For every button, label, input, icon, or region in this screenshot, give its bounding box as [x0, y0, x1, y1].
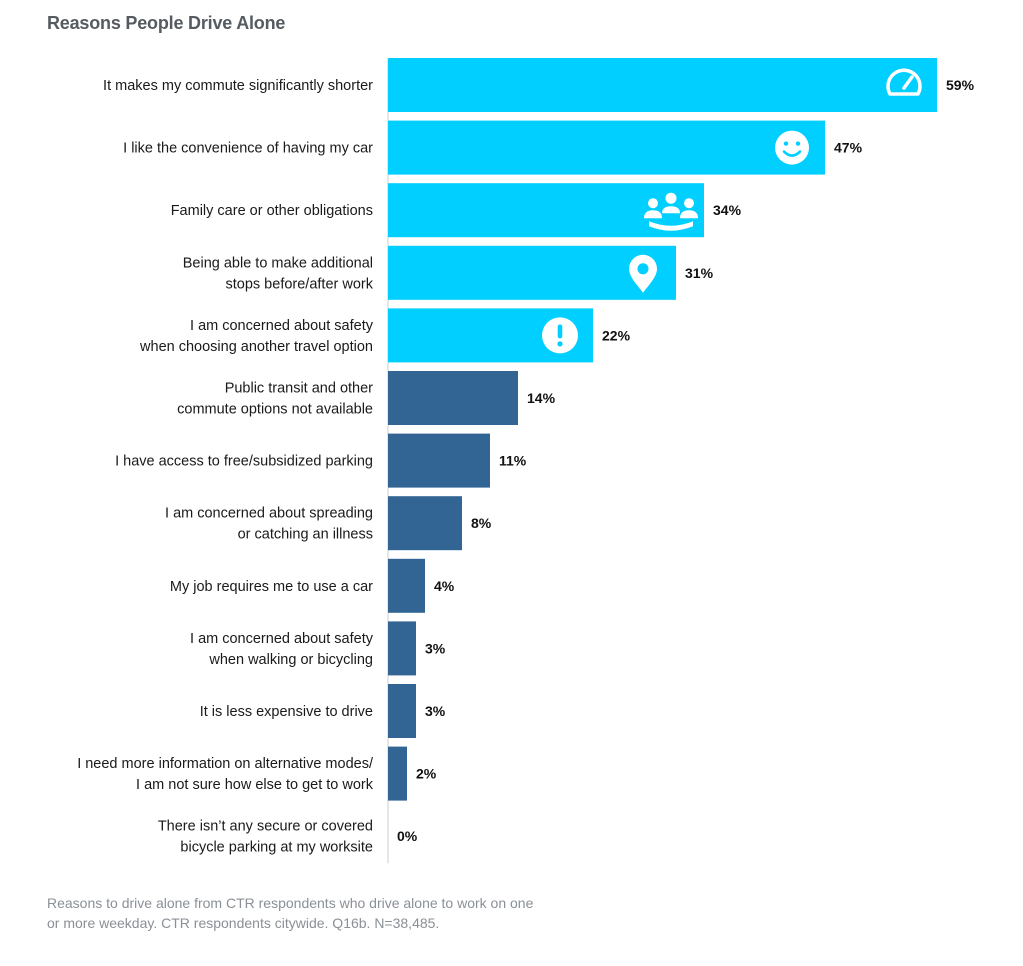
category-label: My job requires me to use a car — [170, 579, 373, 595]
category-label: There isn’t any secure or covered bicycle… — [158, 819, 373, 856]
location-pin-icon — [629, 254, 657, 293]
category-label: I have access to free/subsidized parking — [115, 454, 373, 470]
bar — [388, 558, 425, 613]
value-label: 3% — [425, 640, 446, 656]
exclamation-icon — [542, 317, 578, 354]
bar — [388, 371, 518, 425]
bar — [388, 496, 462, 551]
family-icon — [644, 192, 698, 231]
bar — [388, 120, 825, 175]
category-label: Public transit and other commute options … — [177, 381, 373, 418]
value-label: 11% — [499, 453, 527, 469]
speedometer-icon — [886, 68, 922, 96]
value-label: 34% — [713, 202, 742, 218]
value-label: 59% — [946, 77, 975, 93]
bar — [388, 183, 704, 238]
category-label: I need more information on alternative m… — [77, 756, 374, 793]
value-label: 14% — [527, 390, 556, 406]
bar — [388, 746, 407, 801]
value-label: 8% — [471, 515, 492, 531]
bar — [388, 245, 676, 300]
category-label: I am concerned about safety when choosing… — [139, 318, 374, 355]
value-label: 3% — [425, 703, 446, 719]
bar — [388, 621, 416, 676]
chart-title: Reasons People Drive Alone — [47, 13, 286, 33]
value-label: 22% — [602, 327, 631, 343]
category-label: I like the convenience of having my car — [123, 141, 373, 157]
value-label: 2% — [416, 766, 437, 782]
bar — [388, 433, 490, 488]
category-label: It makes my commute significantly shorte… — [103, 78, 373, 94]
bar — [388, 58, 937, 112]
value-label: 4% — [434, 578, 455, 594]
category-label: Being able to make additional stops befor… — [183, 255, 374, 292]
chart-footnote: Reasons to drive alone from CTR responde… — [47, 895, 534, 931]
category-label: It is less expensive to drive — [200, 704, 373, 720]
value-label: 31% — [685, 265, 714, 281]
category-label: Family care or other obligations — [171, 203, 373, 219]
bar-chart: It makes my commute significantly shorte… — [77, 58, 975, 864]
smiley-icon — [775, 130, 809, 165]
value-label: 0% — [397, 828, 418, 844]
category-label: I am concerned about spreading or catchin… — [165, 506, 373, 543]
value-label: 47% — [834, 140, 863, 156]
bar — [388, 684, 416, 738]
category-label: I am concerned about safety when walking … — [190, 631, 374, 668]
